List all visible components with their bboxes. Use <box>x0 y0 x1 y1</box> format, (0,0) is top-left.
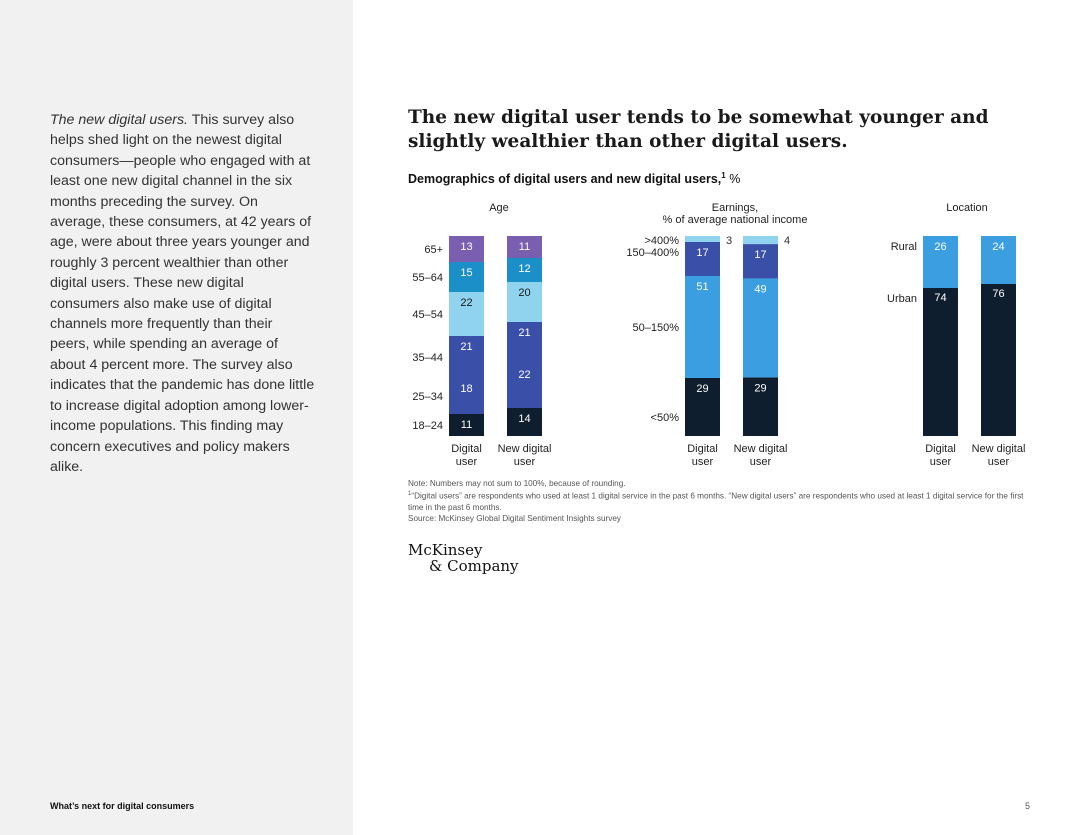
earnings-value-label: 49 <box>754 283 766 295</box>
age-series-label: 55–64 <box>412 272 443 284</box>
location-bar-new-digital-user-rural <box>981 236 1016 284</box>
sidebar-lead: The new digital users. <box>50 112 189 128</box>
chart-title-unit: % <box>725 172 741 187</box>
earnings-series-label: <50% <box>651 412 680 424</box>
age-bar-digital-user-35-44 <box>449 336 484 378</box>
chart-notes: Note: Numbers may not sum to 100%, becau… <box>408 478 1038 524</box>
age-category-label: user <box>514 456 536 468</box>
location-value-label: 74 <box>934 292 946 304</box>
earnings-bar-digital-user-400 <box>685 236 720 242</box>
age-bar-new-digital-user-35-44 <box>507 322 542 364</box>
age-series-label: 65+ <box>424 244 443 256</box>
earnings-value-label: 17 <box>754 249 766 261</box>
logo-line-2: & Company <box>429 557 519 575</box>
age-value-label: 15 <box>460 267 472 279</box>
note-text: Note: Numbers may not sum to 100%, becau… <box>408 479 626 488</box>
mckinsey-logo: McKinsey & Company <box>408 542 519 574</box>
earnings-bar-new-digital-user-50-150 <box>743 278 778 378</box>
age-category-label: user <box>456 456 478 468</box>
location-category-label: user <box>988 456 1010 468</box>
earnings-bar-new-digital-user-50 <box>743 377 778 436</box>
age-series-label: 45–54 <box>412 309 443 321</box>
earnings-value-label: 51 <box>696 281 708 293</box>
location-bar-digital-user-rural <box>923 236 958 288</box>
age-value-label: 11 <box>519 241 530 253</box>
age-bar-digital-user-25-34 <box>449 378 484 414</box>
footer-title: What’s next for digital consumers <box>50 801 195 811</box>
age-bar-digital-user-18-24 <box>449 414 484 436</box>
sidebar-text: The new digital users. This survey also … <box>50 110 315 477</box>
location-category-label: Digital <box>925 443 956 455</box>
earnings-bar-new-digital-user-400 <box>743 236 778 245</box>
location-panel-title: Location <box>946 202 988 214</box>
age-bar-new-digital-user-18-24 <box>507 408 542 436</box>
source-text: Source: McKinsey Global Digital Sentimen… <box>408 513 621 523</box>
age-bar-digital-user-55-64 <box>449 262 484 292</box>
earnings-bar-new-digital-user-150-400 <box>743 244 778 279</box>
location-series-label: Urban <box>887 293 917 305</box>
age-value-label: 13 <box>460 241 472 253</box>
age-value-label: 21 <box>460 341 472 353</box>
chart-title: Demographics of digital users and new di… <box>408 171 740 186</box>
age-bar-new-digital-user-45-54 <box>507 282 542 322</box>
age-value-label: 14 <box>518 413 530 425</box>
sidebar-body: This survey also helps shed light on the… <box>50 112 315 475</box>
age-value-label: 12 <box>518 263 530 275</box>
earnings-series-label: 50–150% <box>633 322 680 334</box>
location-category-label: New digital <box>972 443 1026 455</box>
earnings-value-label: 29 <box>754 382 766 394</box>
page-number: 5 <box>1024 801 1030 811</box>
headline: The new digital user tends to be somewha… <box>408 107 989 152</box>
earnings-panel-title: Earnings, <box>712 202 758 214</box>
age-value-label: 22 <box>460 297 472 309</box>
footnote: 1“Digital users” are respondents who use… <box>408 489 1038 513</box>
earnings-value-label: 29 <box>696 383 708 395</box>
age-value-label: 20 <box>518 287 530 299</box>
age-bar-digital-user-45-54 <box>449 292 484 336</box>
age-series-label: 25–34 <box>412 391 443 403</box>
age-series-label: 35–44 <box>412 352 443 364</box>
location-value-label: 76 <box>992 288 1004 300</box>
age-bar-new-digital-user-25-34 <box>507 364 542 408</box>
location-category-label: user <box>930 456 952 468</box>
earnings-category-label: New digital <box>734 443 788 455</box>
sidebar-panel: The new digital users. This survey also … <box>0 0 353 835</box>
age-category-label: Digital <box>451 443 482 455</box>
earnings-series-label: 150–400% <box>626 247 679 259</box>
location-bar-digital-user-urban <box>923 288 958 436</box>
earnings-bar-digital-user-50 <box>685 378 720 436</box>
age-bar-digital-user-65 <box>449 236 484 262</box>
age-bar-new-digital-user-65 <box>507 236 542 258</box>
age-value-label: 18 <box>460 383 472 395</box>
earnings-panel-subtitle: % of average national income <box>663 214 808 226</box>
age-value-label: 21 <box>518 327 530 339</box>
chart-title-text: Demographics of digital users and new di… <box>408 172 722 187</box>
earnings-series-label: >400% <box>644 235 679 247</box>
logo-line-1: McKinsey <box>408 541 483 559</box>
chart-title-footnote: 1 <box>721 171 726 180</box>
earnings-bar-digital-user-50-150 <box>685 276 720 378</box>
footnote-text: “Digital users” are respondents who used… <box>408 491 1024 512</box>
age-panel-title: Age <box>489 202 509 214</box>
footnote-mark: 1 <box>408 491 412 497</box>
location-series-label: Rural <box>891 241 917 253</box>
earnings-value-label: 17 <box>696 247 708 259</box>
earnings-category-label: user <box>750 456 772 468</box>
location-value-label: 24 <box>992 241 1004 253</box>
location-bar-new-digital-user-urban <box>981 284 1016 436</box>
age-category-label: New digital <box>498 443 552 455</box>
age-bar-new-digital-user-55-64 <box>507 258 542 282</box>
earnings-category-label: user <box>692 456 714 468</box>
age-series-label: 18–24 <box>412 420 443 432</box>
earnings-value-label: 4 <box>784 235 790 247</box>
earnings-value-label: 3 <box>726 235 732 247</box>
age-value-label: 22 <box>518 369 530 381</box>
earnings-category-label: Digital <box>687 443 718 455</box>
location-value-label: 26 <box>934 241 946 253</box>
age-value-label: 11 <box>461 419 472 431</box>
earnings-bar-digital-user-150-400 <box>685 242 720 276</box>
